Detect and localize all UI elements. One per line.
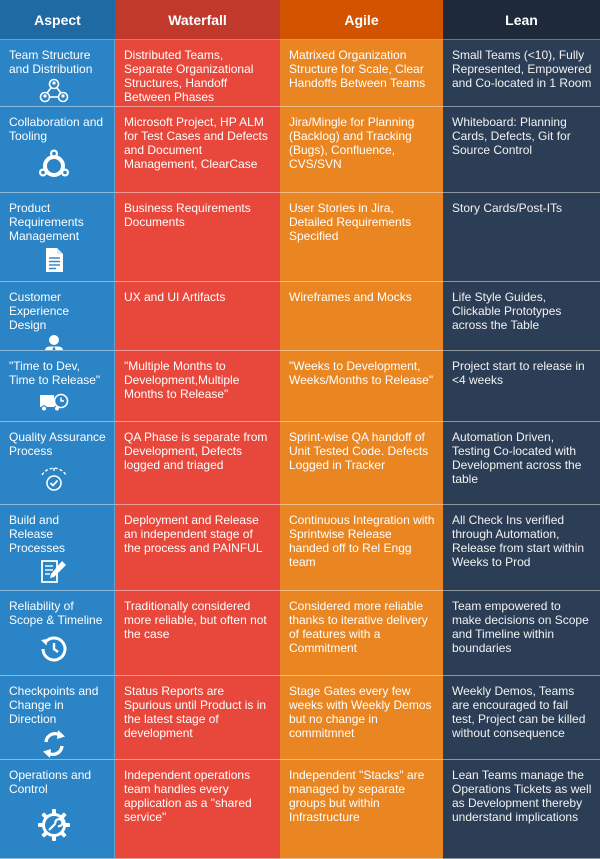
- header-waterfall: Waterfall: [115, 0, 280, 40]
- aspect-label: Collaboration and Tooling: [9, 115, 104, 143]
- agile-cell: Considered more reliable thanks to itera…: [280, 591, 443, 676]
- aspect-label: Checkpoints and Change in Direction: [9, 684, 99, 726]
- agile-cell: "Weeks to Development, Weeks/Months to R…: [280, 351, 443, 422]
- aspect-label: Quality Assurance Process: [9, 430, 106, 458]
- aspect-label: Build and Release Processes: [9, 513, 66, 555]
- aspect-cell: Collaboration and Tooling: [0, 107, 115, 193]
- agile-cell: Wireframes and Mocks: [280, 282, 443, 351]
- header-aspect: Aspect: [0, 0, 115, 40]
- agile-cell: Independent "Stacks" are managed by sepa…: [280, 760, 443, 859]
- waterfall-cell: Microsoft Project, HP ALM for Test Cases…: [115, 107, 280, 193]
- gauge-check-icon: [9, 460, 98, 498]
- aspect-cell: Team Structure and Distribution: [0, 40, 115, 107]
- lean-cell: All Check Ins verified through Automatio…: [443, 505, 600, 591]
- team-icon: [9, 78, 98, 104]
- lean-cell: Team empowered to make decisions on Scop…: [443, 591, 600, 676]
- agile-cell: User Stories in Jira, Detailed Requireme…: [280, 193, 443, 282]
- header-lean: Lean: [443, 0, 600, 40]
- history-clock-icon: [9, 629, 98, 669]
- waterfall-cell: Independent operations team handles ever…: [115, 760, 280, 859]
- aspect-label: Team Structure and Distribution: [9, 48, 93, 76]
- waterfall-cell: Status Reports are Spurious until Produc…: [115, 676, 280, 760]
- agile-cell: Continuous Integration with Sprintwise R…: [280, 505, 443, 591]
- agile-cell: Matrixed Organization Structure for Scal…: [280, 40, 443, 107]
- lean-cell: Small Teams (<10), Fully Represented, Em…: [443, 40, 600, 107]
- lean-cell: Weekly Demos, Teams are encouraged to fa…: [443, 676, 600, 760]
- agile-cell: Sprint-wise QA handoff of Unit Tested Co…: [280, 422, 443, 505]
- aspect-cell: Checkpoints and Change in Direction: [0, 676, 115, 760]
- aspect-cell: Quality Assurance Process: [0, 422, 115, 505]
- lean-cell: Project start to release in <4 weeks: [443, 351, 600, 422]
- aspect-label: Customer Experience Design: [9, 290, 70, 332]
- aspect-cell: Product Requirements Management: [0, 193, 115, 282]
- document-icon: [9, 245, 98, 275]
- aspect-cell: "Time to Dev, Time to Release": [0, 351, 115, 422]
- user-icon: [9, 334, 98, 350]
- aspect-cell: Customer Experience Design: [0, 282, 115, 351]
- lean-cell: Story Cards/Post-ITs: [443, 193, 600, 282]
- aspect-label: Product Requirements Management: [9, 201, 84, 243]
- agile-cell: Stage Gates every few weeks with Weekly …: [280, 676, 443, 760]
- ubuntu-icon: [9, 145, 98, 186]
- waterfall-cell: QA Phase is separate from Development, D…: [115, 422, 280, 505]
- aspect-cell: Build and Release Processes: [0, 505, 115, 591]
- aspect-cell: Operations and Control: [0, 760, 115, 859]
- lean-cell: Whiteboard: Planning Cards, Defects, Git…: [443, 107, 600, 193]
- waterfall-cell: "Multiple Months to Development,Multiple…: [115, 351, 280, 422]
- aspect-label: Operations and Control: [9, 768, 92, 796]
- waterfall-cell: Deployment and Release an independent st…: [115, 505, 280, 591]
- aspect-label: "Time to Dev, Time to Release": [9, 359, 101, 387]
- waterfall-cell: Distributed Teams, Separate Organization…: [115, 40, 280, 107]
- lean-cell: Lean Teams manage the Operations Tickets…: [443, 760, 600, 859]
- waterfall-cell: Traditionally considered more reliable, …: [115, 591, 280, 676]
- refresh-arrows-icon: [9, 728, 98, 759]
- gear-wrench-icon: [9, 798, 98, 852]
- agile-cell: Jira/Mingle for Planning (Backlog) and T…: [280, 107, 443, 193]
- delivery-truck-icon: [9, 389, 98, 415]
- edit-document-icon: [9, 557, 98, 584]
- lean-cell: Life Style Guides, Clickable Prototypes …: [443, 282, 600, 351]
- waterfall-cell: Business Requirements Documents: [115, 193, 280, 282]
- aspect-cell: Reliability of Scope & Timeline: [0, 591, 115, 676]
- aspect-label: Reliability of Scope & Timeline: [9, 599, 103, 627]
- waterfall-cell: UX and UI Artifacts: [115, 282, 280, 351]
- header-agile: Agile: [280, 0, 443, 40]
- lean-cell: Automation Driven, Testing Co-located wi…: [443, 422, 600, 505]
